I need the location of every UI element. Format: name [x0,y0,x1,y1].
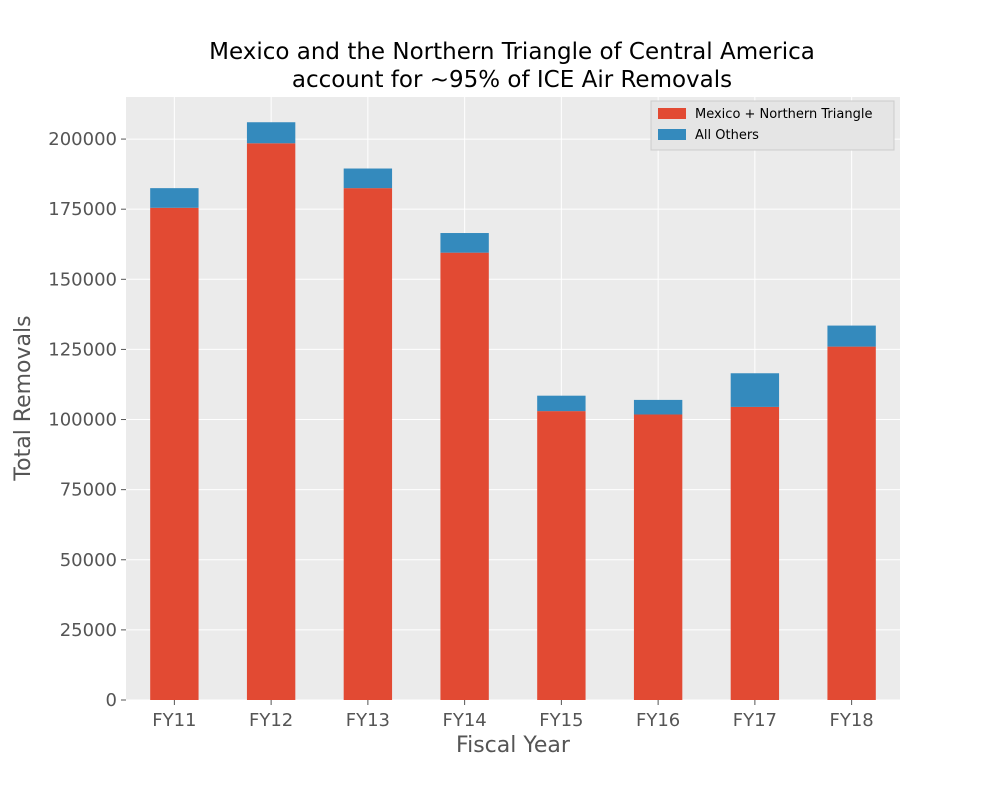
x-tick-label: FY15 [539,710,583,731]
x-tick-label: FY11 [152,710,196,731]
y-tick-label: 75000 [60,480,117,501]
bar-mexico-northern-triangle-fy16 [633,414,683,700]
x-tick-label: FY12 [249,710,293,731]
bar-all-others-fy13 [343,168,393,189]
bar-all-others-fy18 [827,325,876,347]
legend-box [650,100,895,151]
bar-all-others-fy16 [633,399,683,415]
bar-all-others-fy15 [537,395,586,412]
x-tick-label: FY16 [636,710,680,731]
legend-label-mexico-northern-triangle: Mexico + Northern Triangle [695,107,872,122]
bar-mexico-northern-triangle-fy15 [537,411,586,700]
legend-label-all-others: All Others [695,128,759,143]
bar-mexico-northern-triangle-fy18 [827,346,876,700]
bars [150,122,876,701]
x-axis-label: Fiscal Year [456,733,571,758]
bar-mexico-northern-triangle-fy11 [150,207,199,700]
legend: Mexico + Northern Triangle All Others [650,100,895,151]
y-axis-ticks: 0 25000 50000 75000 100000 125000 150000 175000… [48,129,126,711]
y-axis-label: Total Removals [11,315,36,481]
plot-background [126,97,900,700]
bar-all-others-fy14 [440,233,489,253]
y-tick-label: 100000 [48,410,117,431]
x-axis-ticks: FY11 FY12 FY13 FY14 FY15 FY16 FY17 FY18 [152,700,874,731]
bar-all-others-fy17 [730,373,780,407]
x-tick-label: FY17 [733,710,777,731]
y-tick-label: 200000 [48,129,117,150]
bar-all-others-fy12 [246,122,296,144]
bar-mexico-northern-triangle-fy14 [440,252,489,700]
y-tick-label: 125000 [48,339,117,360]
x-tick-label: FY13 [346,710,390,731]
y-tick-label: 150000 [48,269,117,290]
legend-swatch-mexico-northern-triangle [658,108,686,119]
bar-mexico-northern-triangle-fy17 [730,406,780,700]
y-tick-label: 50000 [60,550,117,571]
x-tick-label: FY18 [829,710,873,731]
y-tick-label: 0 [106,690,117,711]
x-tick-label: FY14 [442,710,486,731]
y-tick-label: 25000 [60,620,117,641]
bar-mexico-northern-triangle-fy13 [343,188,393,700]
bar-mexico-northern-triangle-fy12 [246,143,296,701]
chart-title-line-1: Mexico and the Northern Triangle of Cent… [209,39,815,65]
chart-title-line-2: account for ~95% of ICE Air Removals [292,67,732,93]
legend-swatch-all-others [658,129,686,140]
bar-all-others-fy11 [150,188,199,208]
y-tick-label: 175000 [48,199,117,220]
